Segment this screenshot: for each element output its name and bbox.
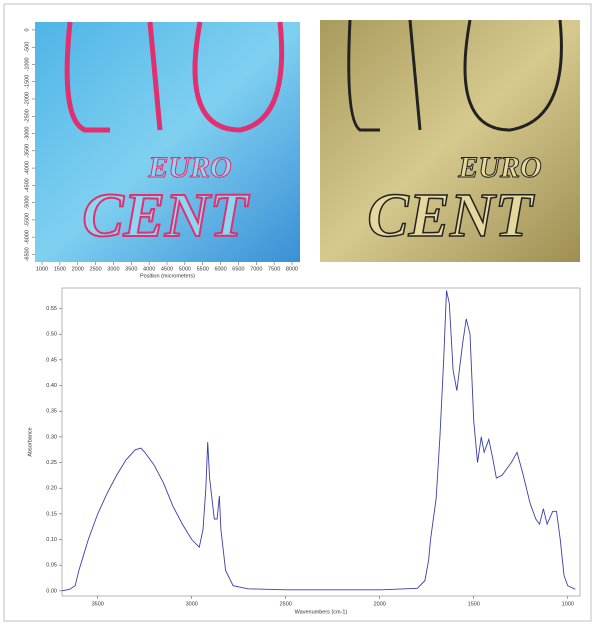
x-tick-label: 6000 [214, 266, 226, 272]
plot-area [61, 287, 581, 597]
x-tick-label: 2500 [89, 266, 101, 272]
x-tick-label: 5500 [197, 266, 209, 272]
y-tick-label: 0.50 [46, 332, 57, 338]
y-tick-label: -2500 [24, 109, 30, 123]
y-tick-label: 0.05 [46, 563, 57, 569]
photo [320, 20, 580, 262]
y-tick-label: -3500 [24, 144, 30, 158]
x-tick-label: 6500 [232, 266, 244, 272]
x-tick-label: 2500 [280, 601, 292, 607]
x-tick-label: 4000 [143, 266, 155, 272]
x-axis-label: Position (micrometers) [140, 273, 195, 279]
x-axis-label: Wavenumbers (cm-1) [295, 609, 348, 615]
y-tick-label: 0.15 [46, 511, 57, 517]
y-tick-label: 0.40 [46, 383, 57, 389]
x-tick-label: 7000 [250, 266, 262, 272]
x-tick-label: 3500 [125, 266, 137, 272]
y-tick-label: 0.00 [46, 588, 57, 594]
photo-text: CENT [367, 182, 534, 250]
x-tick-label: 3000 [107, 266, 119, 272]
y-tick-label: 0.55 [46, 306, 57, 312]
x-tick-label: 1000 [36, 266, 48, 272]
image-text: CENT [82, 182, 249, 250]
y-tick-label: -6500 [24, 247, 30, 261]
x-tick-label: 3000 [186, 601, 198, 607]
x-tick-label: 2000 [374, 601, 386, 607]
y-tick-label: -1500 [24, 75, 30, 89]
y-tick-label: 0.10 [46, 537, 57, 543]
y-tick-label: 0.20 [46, 486, 57, 492]
y-tick-label: -6000 [24, 230, 30, 244]
image-text: EURO [147, 151, 231, 184]
x-tick-label: 4500 [161, 266, 173, 272]
x-tick-label: 3500 [92, 601, 104, 607]
y-tick-label: -5000 [24, 196, 30, 210]
y-tick-label: -1000 [24, 57, 30, 71]
image-outline [64, 21, 285, 133]
y-tick-label: -4000 [24, 161, 30, 175]
y-axis-label: Absorbance [27, 427, 33, 456]
y-tick-label: -3000 [24, 127, 30, 141]
y-tick-label: -5500 [24, 213, 30, 227]
x-tick-label: 1500 [468, 601, 480, 607]
y-tick-label: 0.45 [46, 357, 57, 363]
frame [3, 3, 592, 622]
y-tick-label: -500 [24, 42, 30, 53]
x-tick-label: 8000 [286, 266, 298, 272]
y-tick-label: 0 [24, 28, 30, 31]
x-tick-label: 1000 [562, 601, 574, 607]
y-tick-label: -2000 [24, 92, 30, 106]
y-tick-label: 0.25 [46, 460, 57, 466]
heatmap-image [35, 22, 300, 262]
photo-outline [347, 19, 563, 132]
y-tick-label: 0.35 [46, 409, 57, 415]
y-tick-label: -4500 [24, 178, 30, 192]
x-tick-label: 2000 [72, 266, 84, 272]
x-tick-label: 7500 [268, 266, 280, 272]
x-tick-label: 5000 [179, 266, 191, 272]
x-tick-label: 1500 [54, 266, 66, 272]
spectrum-line [61, 290, 576, 592]
y-tick-label: 0.30 [46, 434, 57, 440]
photo-text: EURO [457, 151, 541, 184]
